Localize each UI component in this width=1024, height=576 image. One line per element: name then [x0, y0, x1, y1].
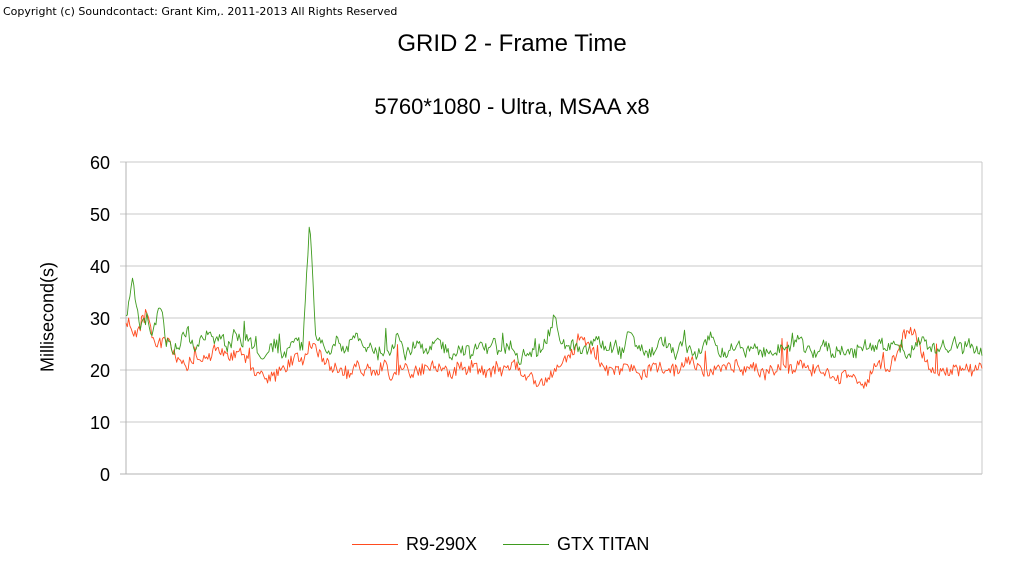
series-line-r9-290x: [125, 309, 983, 389]
axes: [125, 162, 983, 474]
chart-title: GRID 2 - Frame Time: [397, 30, 627, 57]
y-tick-labels: 0 10 20 30 40 50 60: [90, 153, 110, 485]
y-tick-label: 10: [90, 413, 110, 433]
legend-item-r9-290x: R9-290X: [352, 534, 477, 555]
y-tick-label: 50: [90, 205, 110, 225]
y-tick-label: 40: [90, 257, 110, 277]
grid-lines: [120, 161, 982, 475]
copyright-notice: Copyright (c) Soundcontact: Grant Kim,. …: [3, 5, 398, 18]
legend-label-gtx-titan: GTX TITAN: [557, 534, 650, 554]
chart-subtitle: 5760*1080 - Ultra, MSAA x8: [374, 94, 650, 119]
y-tick-label: 30: [90, 309, 110, 329]
legend: R9-290X GTX TITAN: [352, 534, 675, 555]
legend-swatch-gtx-titan: [503, 544, 550, 545]
legend-swatch-r9-290x: [352, 544, 398, 545]
series-lines: [125, 226, 983, 389]
y-tick-label: 20: [90, 361, 110, 381]
series-line-gtx-titan: [125, 226, 983, 365]
y-tick-label: 60: [90, 153, 110, 173]
y-tick-label: 0: [100, 465, 110, 485]
legend-label-r9-290x: R9-290X: [406, 534, 478, 554]
legend-item-gtx-titan: GTX TITAN: [503, 534, 649, 555]
